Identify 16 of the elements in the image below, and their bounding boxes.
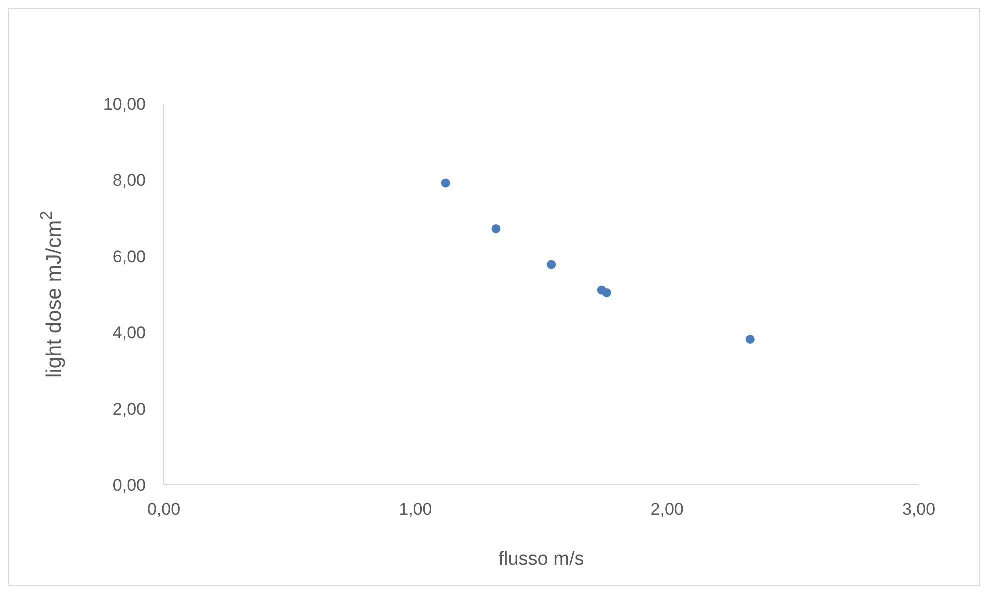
point (441, 178, 450, 188)
y-tick-label: 4,00 (112, 324, 146, 343)
point (746, 334, 755, 344)
point (547, 260, 556, 270)
x-tick-label: 3,00 (902, 500, 936, 520)
x-tick-label: 2,00 (650, 500, 684, 520)
y-tick-label: 6,00 (112, 247, 146, 266)
point (602, 288, 612, 298)
point (492, 224, 501, 234)
y-tick-label: 2,00 (112, 400, 146, 419)
x-axis-title: flusso m/s (498, 549, 584, 570)
y-tick-label: 10,00 (103, 95, 146, 114)
y-tick-label: 0,00 (112, 476, 146, 496)
x-tick-label: 1,00 (399, 500, 432, 520)
y-tick-label: 8,00 (112, 171, 146, 190)
x-tick-label: 0,00 (147, 500, 181, 520)
